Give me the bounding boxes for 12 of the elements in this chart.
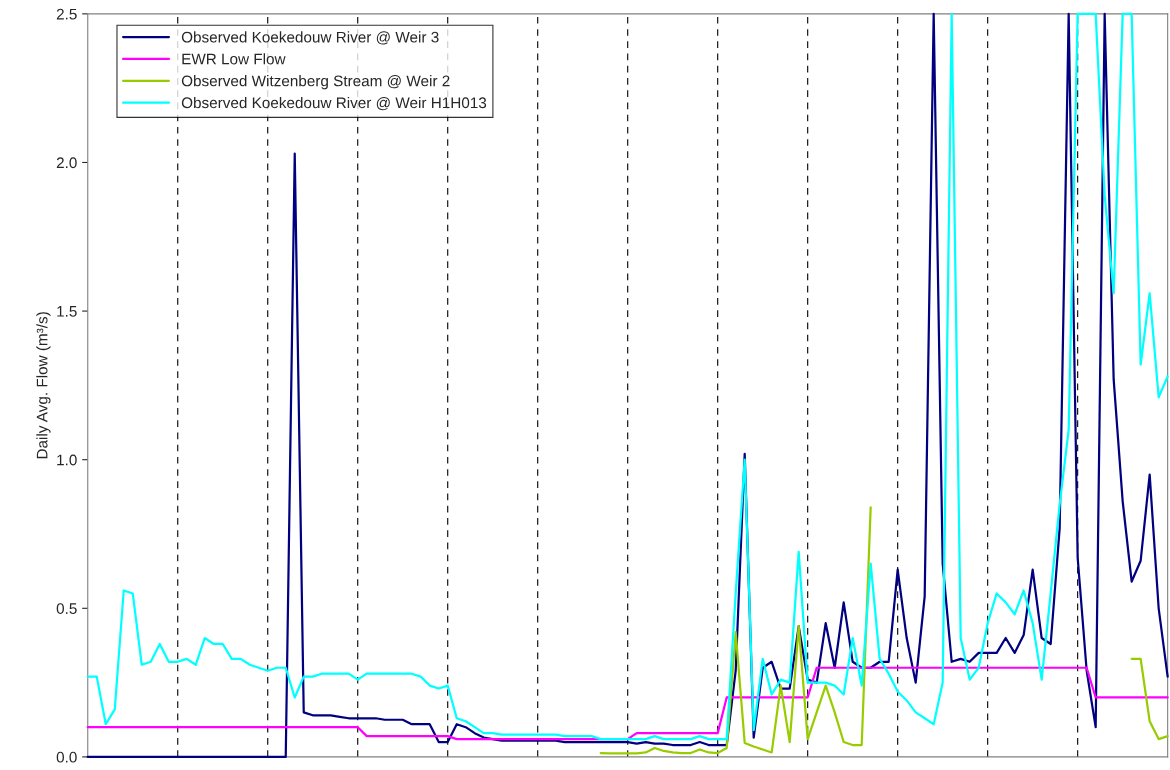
y-tick-label: 1.0 xyxy=(57,454,77,466)
y-tick-label: 1.5 xyxy=(57,306,77,317)
y-tick-label: 2.5 xyxy=(56,8,77,20)
y-tick-label: 0.5 xyxy=(56,603,77,614)
y-axis-title: Daily Avg. Flow (m³/s) xyxy=(36,312,51,459)
line-series xyxy=(86,666,1169,741)
legend-label: Observed Koekedouw River @ Weir H1H013 xyxy=(181,96,487,111)
legend-label: Observed Koekedouw River @ Weir 3 xyxy=(181,31,439,45)
legend-label: Observed Witzenberg Stream @ Weir 2 xyxy=(181,75,450,90)
y-tick-label: 0.0 xyxy=(56,751,77,763)
y-tick-label: 2.0 xyxy=(56,157,77,169)
legend-label: EWR Low Flow xyxy=(182,53,286,65)
